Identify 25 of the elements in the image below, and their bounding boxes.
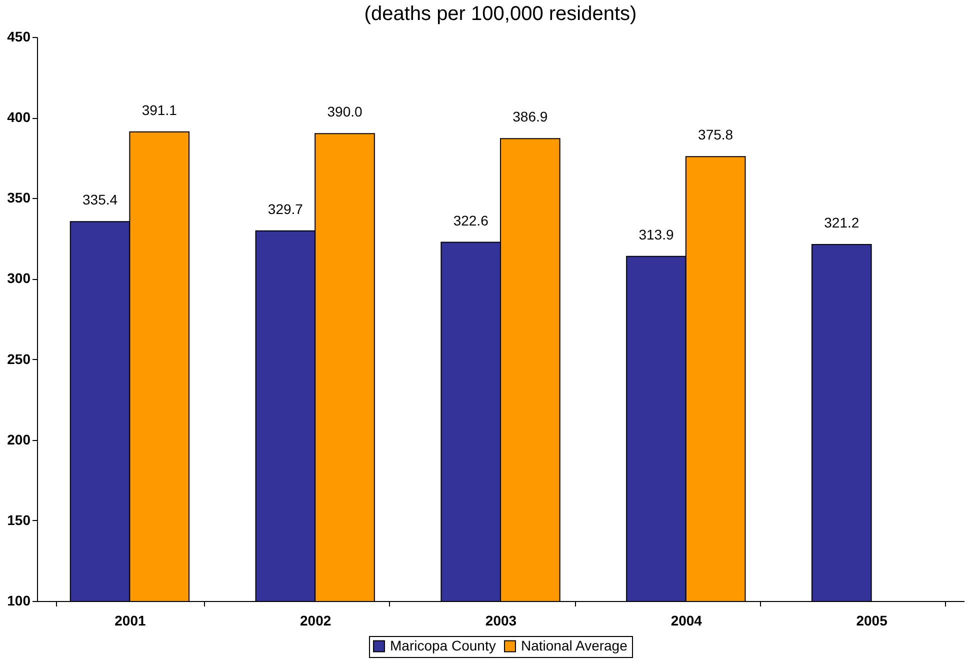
y-tick-label: 250 [7,350,31,367]
legend-label: Maricopa County [390,637,496,654]
x-tick-label: 2002 [300,612,332,628]
y-tick-label: 350 [7,190,31,206]
x-tick-label: 2005 [856,612,888,628]
data-label: 321.2 [824,214,860,231]
data-label: 375.8 [698,126,734,143]
x-tick-label: 2004 [670,612,702,628]
x-tick-label: 2003 [485,612,517,628]
data-label: 313.9 [638,226,674,242]
y-tick-label: 150 [7,512,31,528]
y-tick-label: 300 [7,270,31,286]
data-label: 322.6 [453,212,489,228]
y-tick-label: 200 [7,431,31,448]
y-tick-label: 400 [7,109,31,126]
legend-label: National Average [521,637,628,654]
data-label: 386.9 [512,108,548,125]
y-tick-label: 100 [7,592,31,608]
chart-title: (deaths per 100,000 residents) [364,3,637,25]
data-label: 329.7 [268,200,304,217]
data-label: 335.4 [82,192,118,208]
x-tick-label: 2001 [114,612,146,628]
data-label: 390.0 [327,104,362,120]
data-label: 391.1 [142,102,178,118]
y-tick-label: 450 [7,28,31,44]
